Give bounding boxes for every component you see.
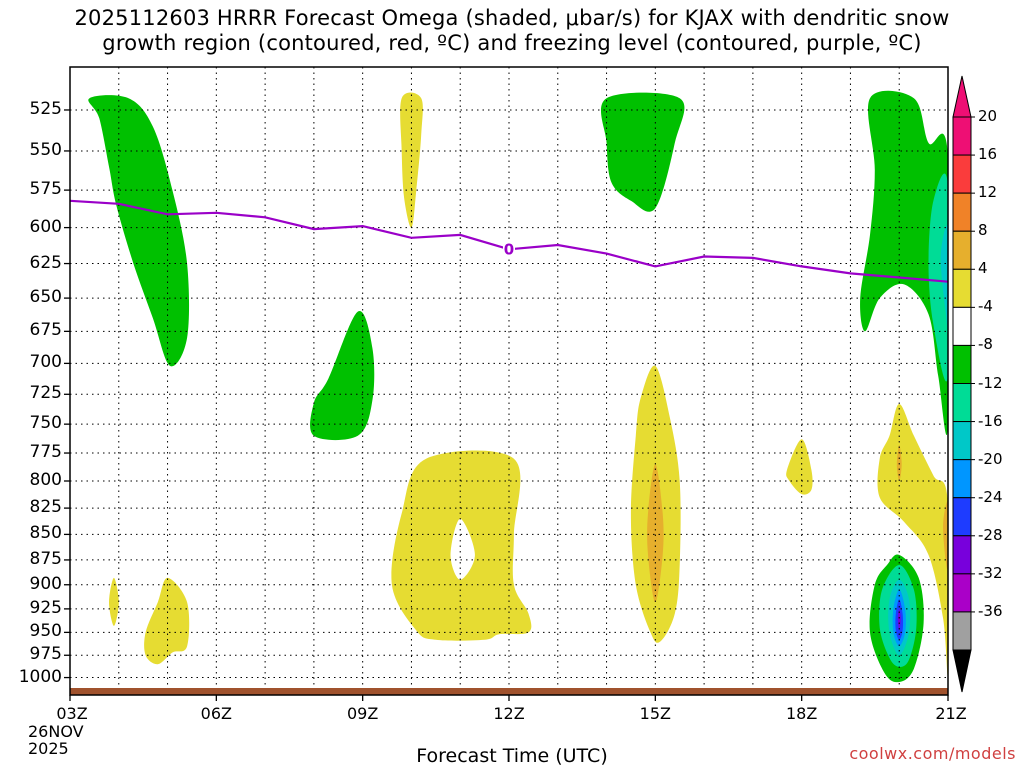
omega-shading-layer bbox=[88, 90, 948, 683]
y-tick-label: 575 bbox=[29, 179, 62, 200]
colorbar-tick-label: -16 bbox=[978, 411, 1003, 430]
x-tick-label: 06Z bbox=[200, 704, 232, 723]
x-tick-label: 03Z bbox=[56, 704, 88, 723]
x-tick-label: 12Z bbox=[493, 704, 525, 723]
x-tick-label: 15Z bbox=[639, 704, 671, 723]
colorbar-swatch-10 bbox=[952, 459, 972, 499]
colorbar-tick-label: 20 bbox=[978, 107, 998, 125]
omega-region-1 bbox=[88, 95, 190, 367]
colorbar-tick-label: 4 bbox=[978, 259, 988, 278]
colorbar bbox=[952, 75, 975, 693]
y-tick-label: 650 bbox=[29, 287, 62, 308]
ground-layer bbox=[70, 688, 948, 695]
date-label-day: 26NOV bbox=[28, 722, 84, 741]
chart-title-line-1: 2025112603 HRRR Forecast Omega (shaded, … bbox=[74, 6, 950, 30]
colorbar-swatch-7 bbox=[952, 344, 972, 384]
colorbar-tick-label: 12 bbox=[978, 183, 998, 202]
colorbar-tick-label: 16 bbox=[978, 145, 998, 164]
y-tick-label: 675 bbox=[29, 320, 62, 341]
omega-region-12 bbox=[786, 439, 813, 495]
colorbar-tick-label: -8 bbox=[978, 335, 993, 354]
colorbar-swatch-8 bbox=[952, 383, 972, 423]
omega-region-9 bbox=[144, 577, 190, 665]
ground-strip bbox=[70, 688, 948, 695]
y-tick-label: 775 bbox=[29, 442, 62, 463]
omega-region-16 bbox=[943, 501, 948, 570]
y-tick-label: 825 bbox=[29, 497, 62, 518]
y-tick-label: 950 bbox=[29, 621, 62, 642]
x-tick-label: 21Z bbox=[935, 704, 967, 723]
plot-frame bbox=[64, 66, 949, 701]
colorbar-swatch-1 bbox=[952, 116, 972, 156]
y-tick-label: 625 bbox=[29, 252, 62, 273]
y-tick-label: 600 bbox=[29, 216, 62, 237]
omega-region-14 bbox=[647, 464, 664, 603]
colorbar-tick-label: -12 bbox=[978, 373, 1003, 392]
colorbar-swatch-12 bbox=[952, 535, 972, 575]
y-tick-label: 700 bbox=[29, 352, 62, 373]
y-tick-label: 875 bbox=[29, 548, 62, 569]
date-label-year: 2025 bbox=[28, 739, 69, 758]
freezing-level-label-bg bbox=[503, 240, 515, 258]
omega-region-8 bbox=[109, 577, 119, 626]
colorbar-swatch-9 bbox=[952, 421, 972, 461]
colorbar-tick-label: -20 bbox=[978, 449, 1003, 468]
colorbar-bottom-arrow bbox=[952, 649, 972, 693]
colorbar-tick-label: -4 bbox=[978, 297, 993, 316]
omega-region-22 bbox=[897, 608, 901, 631]
y-tick-label: 750 bbox=[29, 413, 62, 434]
colorbar-swatch-13 bbox=[952, 573, 972, 613]
colorbar-tick-label: -36 bbox=[978, 601, 1003, 620]
site-credit[interactable]: coolwx.com/models bbox=[849, 744, 1016, 763]
x-axis-title: Forecast Time (UTC) bbox=[416, 745, 608, 767]
grid-layer bbox=[70, 67, 948, 695]
colorbar-tick-label: -28 bbox=[978, 525, 1003, 544]
colorbar-swatch-2 bbox=[952, 154, 972, 194]
y-tick-label: 975 bbox=[29, 644, 62, 665]
colorbar-tick-label: -32 bbox=[978, 563, 1003, 582]
colorbar-tick-label: -24 bbox=[978, 487, 1003, 506]
y-tick-label: 550 bbox=[29, 139, 62, 160]
x-tick-label: 09Z bbox=[346, 704, 379, 723]
colorbar-swatch-11 bbox=[952, 497, 972, 537]
colorbar-top-arrow bbox=[952, 75, 972, 118]
omega-region-2 bbox=[310, 310, 375, 441]
colorbar-swatch-14 bbox=[952, 611, 972, 651]
omega-region-4 bbox=[860, 90, 948, 435]
chart-title-line-2: growth region (contoured, red, ºC) and f… bbox=[102, 31, 922, 55]
omega-region-3 bbox=[600, 92, 685, 212]
freezing-level-layer: 0 bbox=[69, 199, 949, 283]
y-tick-label: 725 bbox=[29, 383, 62, 404]
y-tick-label: 1000 bbox=[18, 666, 62, 687]
omega-region-23 bbox=[450, 518, 475, 580]
colorbar-swatch-6 bbox=[952, 306, 972, 346]
omega-region-7 bbox=[400, 92, 423, 228]
y-tick-label: 900 bbox=[29, 573, 62, 594]
colorbar-swatch-4 bbox=[952, 230, 972, 270]
freezing-level-label: 0 bbox=[504, 240, 514, 258]
y-tick-label: 800 bbox=[29, 470, 62, 490]
omega-region-6 bbox=[940, 225, 948, 328]
colorbar-tick-label: 8 bbox=[978, 221, 988, 240]
colorbar-swatch-3 bbox=[952, 192, 972, 232]
x-tick-label: 18Z bbox=[785, 704, 818, 723]
omega-region-13 bbox=[877, 404, 948, 676]
y-tick-label: 850 bbox=[29, 523, 62, 544]
y-tick-label: 525 bbox=[29, 98, 62, 119]
omega-region-5 bbox=[928, 173, 948, 382]
colorbar-swatch-5 bbox=[952, 268, 972, 308]
y-tick-label: 925 bbox=[29, 597, 62, 618]
